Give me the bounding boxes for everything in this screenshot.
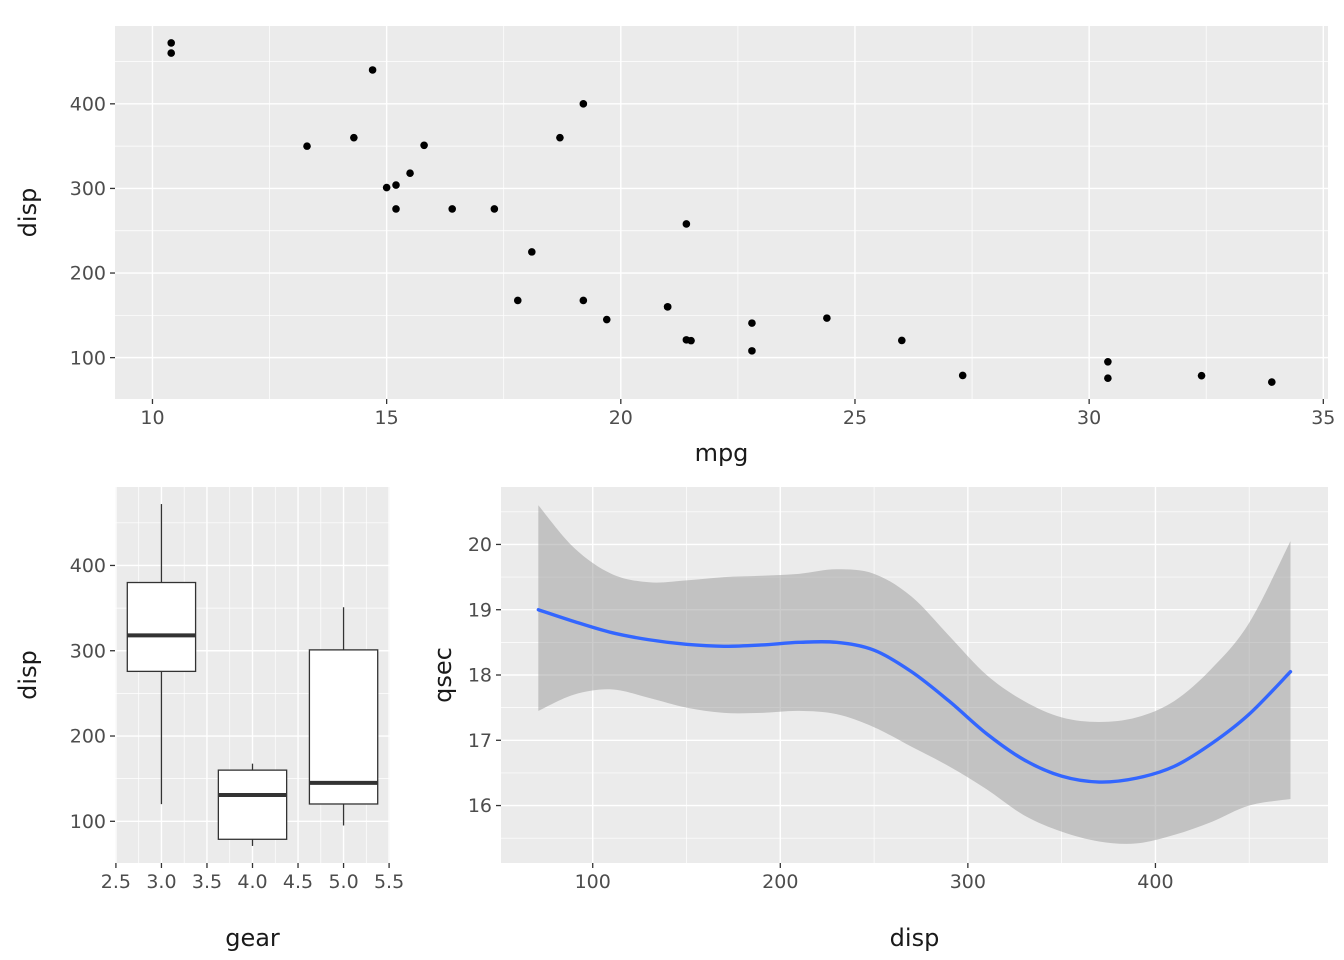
svg-text:17: 17 xyxy=(468,730,492,752)
svg-text:30: 30 xyxy=(1077,407,1101,429)
svg-text:400: 400 xyxy=(70,93,106,115)
smooth-layer xyxy=(536,505,1293,844)
svg-text:3.0: 3.0 xyxy=(146,871,176,893)
svg-text:100: 100 xyxy=(575,871,611,893)
svg-text:300: 300 xyxy=(950,871,986,893)
svg-text:18: 18 xyxy=(468,665,492,687)
scatter-plot-disp-vs-mpg: 10 15 20 25 30 35 100 200 300 400 mpg disp xyxy=(0,0,1344,475)
svg-text:400: 400 xyxy=(70,555,106,577)
svg-text:400: 400 xyxy=(1137,871,1173,893)
axis-tick-labels: 10 15 20 25 30 35 100 200 300 400 xyxy=(70,93,1336,429)
svg-text:35: 35 xyxy=(1311,407,1335,429)
y-axis-title: qsec xyxy=(429,647,457,703)
svg-text:2.5: 2.5 xyxy=(101,871,131,893)
boxplot-boxes xyxy=(126,504,379,846)
svg-text:3.5: 3.5 xyxy=(192,871,222,893)
svg-text:200: 200 xyxy=(762,871,798,893)
svg-text:100: 100 xyxy=(70,811,106,833)
svg-text:100: 100 xyxy=(70,347,106,369)
svg-text:200: 200 xyxy=(70,726,106,748)
svg-text:10: 10 xyxy=(140,407,164,429)
axis-ticks xyxy=(110,103,1324,404)
axis-ticks xyxy=(496,543,1157,868)
svg-text:200: 200 xyxy=(70,263,106,285)
bottom-row: 2.5 3.0 3.5 4.0 4.5 5.0 5.5 100 200 300 400 gear dis… xyxy=(0,475,1344,960)
plot-panel xyxy=(115,26,1328,399)
svg-text:4.5: 4.5 xyxy=(283,871,313,893)
smooth-qsec-vs-disp-svg: 100 200 300 400 16 17 18 19 20 disp qsec xyxy=(429,487,1328,952)
x-axis-title: mpg xyxy=(695,439,749,467)
scatter-disp-vs-mpg-svg: 10 15 20 25 30 35 100 200 300 400 mpg disp xyxy=(14,26,1336,467)
svg-text:20: 20 xyxy=(468,534,492,556)
svg-text:25: 25 xyxy=(843,407,867,429)
scatter-points xyxy=(167,39,1276,386)
svg-text:5.0: 5.0 xyxy=(328,871,358,893)
smooth-plot-qsec-vs-disp: 100 200 300 400 16 17 18 19 20 disp qsec xyxy=(425,475,1344,960)
grid-minor xyxy=(115,26,1328,399)
x-axis-title: gear xyxy=(225,924,280,952)
svg-text:300: 300 xyxy=(70,640,106,662)
y-axis-title: disp xyxy=(14,650,42,700)
boxplot-disp-by-gear: 2.5 3.0 3.5 4.0 4.5 5.0 5.5 100 200 300 400 gear dis… xyxy=(0,475,425,960)
axis-ticks xyxy=(110,564,390,868)
smooth-line xyxy=(536,608,1293,784)
y-axis-title: disp xyxy=(14,188,42,238)
svg-text:5.5: 5.5 xyxy=(374,871,404,893)
svg-text:15: 15 xyxy=(375,407,399,429)
axis-tick-labels: 100 200 300 400 16 17 18 19 20 xyxy=(468,534,1174,893)
grid-major xyxy=(115,26,1328,399)
svg-text:19: 19 xyxy=(468,599,492,621)
boxplot-disp-by-gear-svg: 2.5 3.0 3.5 4.0 4.5 5.0 5.5 100 200 300 400 gear dis… xyxy=(14,487,404,952)
svg-text:16: 16 xyxy=(468,795,492,817)
svg-text:300: 300 xyxy=(70,178,106,200)
svg-text:4.0: 4.0 xyxy=(237,871,267,893)
axis-tick-labels: 2.5 3.0 3.5 4.0 4.5 5.0 5.5 100 200 300 400 xyxy=(70,555,404,893)
x-axis-title: disp xyxy=(890,924,940,952)
svg-text:20: 20 xyxy=(609,407,633,429)
